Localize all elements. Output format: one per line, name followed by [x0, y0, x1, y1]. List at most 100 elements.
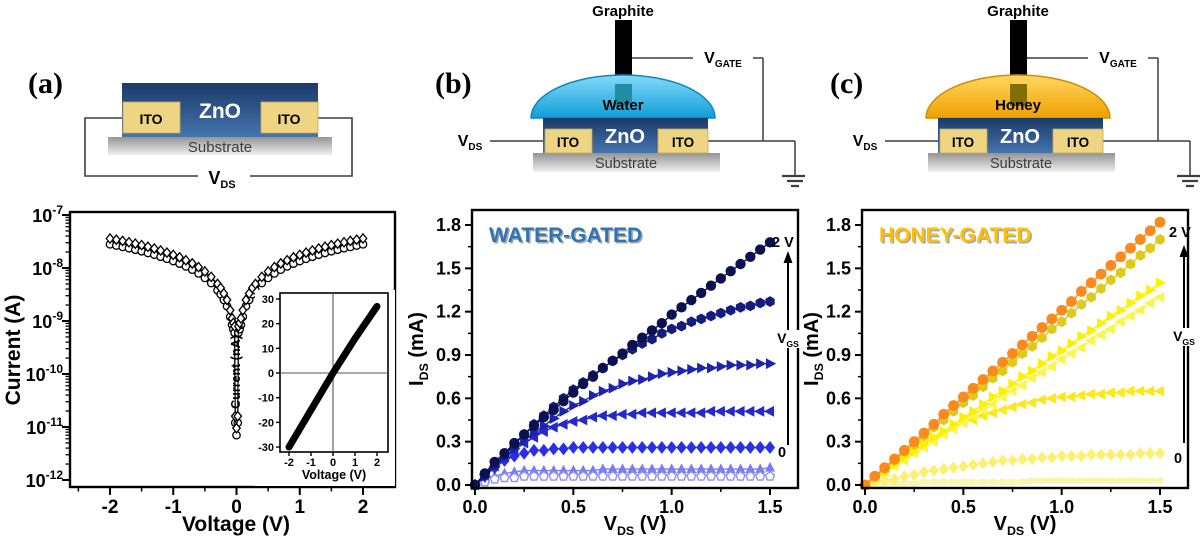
ito-left-label: ITO — [139, 111, 162, 127]
vds-label: VDS — [458, 133, 483, 153]
panel-label-c: (c) — [830, 67, 863, 100]
graphite-rod — [1010, 20, 1027, 86]
y-tick-label: 1.5 — [826, 258, 851, 278]
y-tick-label: 10-7 — [32, 203, 63, 226]
panel-label-b: (b) — [435, 67, 472, 100]
x-tick-label: 0.0 — [462, 497, 487, 517]
panel-label-a: (a) — [28, 67, 63, 100]
vds-label: VDS — [853, 133, 878, 153]
chart-title-shadow: HONEY-GATED — [881, 226, 1033, 249]
x-axis-title: VDS (V) — [994, 513, 1057, 538]
vgs-arrow-icon — [1179, 245, 1189, 257]
chart-title: HONEY-GATED — [879, 224, 1031, 247]
device-schematic-c: (c) Graphite Honey ZnO ITO ITO Substrate… — [830, 3, 1200, 188]
y-tick-label: 10-8 — [32, 256, 63, 279]
device-schematic-b: (b) Graphite Water ZnO ITO ITO Substrate… — [435, 3, 805, 188]
y-tick-label: 1.5 — [436, 258, 461, 278]
ito-left-label: ITO — [557, 135, 579, 150]
y-tick-label: 1.8 — [436, 215, 461, 235]
substrate-label: Substrate — [595, 156, 657, 172]
substrate-label: Substrate — [990, 156, 1052, 172]
graphite-rod-immersed — [615, 84, 632, 106]
ground-icon — [1177, 174, 1200, 188]
inset-y-tick: 10 — [262, 343, 274, 355]
y-tick-label: 0.9 — [826, 345, 851, 365]
substrate-layer — [108, 137, 332, 155]
inset-x-title: Voltage (V) — [302, 468, 366, 482]
vgate-label: VGATE — [1099, 50, 1137, 70]
vgs-max-label: 2 V — [772, 235, 794, 251]
x-tick-label: 0 — [231, 497, 242, 518]
substrate-label: Substrate — [188, 139, 252, 156]
ito-right-label: ITO — [672, 135, 694, 150]
y-tick-label: 10-9 — [32, 309, 63, 332]
ito-electrode-right — [1052, 128, 1104, 154]
chart-title: WATER-GATED — [489, 224, 642, 247]
zno-label: ZnO — [1000, 126, 1040, 148]
graphite-label: Graphite — [987, 3, 1049, 20]
y-axis-title: Current (A) — [2, 295, 25, 406]
y-axis-title: IDS (mA) — [406, 312, 431, 386]
x-tick-label: 1.0 — [1049, 497, 1074, 517]
inset-y-title: Current (nA) — [229, 335, 243, 409]
y-tick-label: 1.8 — [826, 215, 851, 235]
ito-right-label: ITO — [277, 111, 300, 127]
substrate-layer — [533, 153, 720, 172]
x-tick-label: -1 — [165, 497, 182, 518]
ground-icon — [782, 174, 805, 188]
ito-electrode-left — [939, 128, 988, 154]
y-tick-label: 1.2 — [436, 302, 461, 322]
substrate-layer — [928, 153, 1115, 172]
vds-label: VDS — [208, 168, 235, 191]
y-tick-label: 0.9 — [436, 345, 461, 365]
vgs-max-label: 2 V — [1169, 225, 1191, 241]
y-tick-label: 10-10 — [26, 362, 64, 385]
y-tick-label: 0.6 — [826, 388, 851, 408]
liquid-label: Honey — [995, 97, 1042, 114]
y-tick-label: 1.2 — [826, 302, 851, 322]
graphite-rod — [615, 20, 632, 86]
vgs-label: VGS — [1173, 328, 1195, 347]
zno-label: ZnO — [199, 100, 241, 123]
ito-electrode-right — [260, 101, 319, 134]
y-tick-label: 0.0 — [436, 475, 461, 495]
vds-wire — [84, 117, 353, 177]
x-tick-label: 1.0 — [659, 497, 684, 517]
x-tick-label: 1.5 — [757, 497, 782, 517]
inset-x-tick: 1 — [352, 457, 358, 469]
inset-y-tick: -20 — [258, 417, 274, 429]
x-tick-label: 0.5 — [561, 497, 586, 517]
inset-x-tick: 2 — [374, 457, 380, 469]
inset-y-tick: 20 — [262, 319, 274, 331]
x-tick-label: 1.5 — [1147, 497, 1172, 517]
chart-title-shadow: WATER-GATED — [491, 226, 644, 249]
ito-electrode-left — [544, 128, 593, 154]
x-axis-title: Voltage (V) — [182, 513, 290, 536]
x-tick-label: 0.5 — [951, 497, 976, 517]
device-schematic-a: (a) ZnO ITO ITO Substrate VDS — [28, 67, 353, 191]
vgate-label: VGATE — [704, 50, 742, 70]
y-tick-label: 10-11 — [26, 415, 63, 438]
y-tick-label: 0.6 — [436, 388, 461, 408]
x-axis-title: VDS (V) — [604, 513, 667, 538]
y-tick-label: 0.0 — [826, 475, 851, 495]
graphite-label: Graphite — [592, 3, 654, 20]
x-tick-label: 2 — [358, 497, 369, 518]
inset-y-tick: 30 — [262, 294, 274, 306]
inset-x-tick: 0 — [330, 457, 336, 469]
vgs-arrow-icon — [783, 251, 793, 263]
ito-electrode-right — [657, 128, 709, 154]
y-tick-label: 0.3 — [826, 432, 851, 452]
ito-electrode-left — [122, 101, 181, 134]
inset-x-tick: -1 — [306, 457, 316, 469]
x-tick-label: -2 — [102, 497, 119, 518]
gate-wires — [490, 57, 796, 176]
y-tick-label: 0.3 — [436, 432, 461, 452]
ito-left-label: ITO — [952, 135, 974, 150]
graphite-rod-immersed — [1010, 84, 1027, 106]
vgs-label: VGS — [777, 330, 799, 349]
inset-y-tick: -10 — [258, 393, 274, 405]
